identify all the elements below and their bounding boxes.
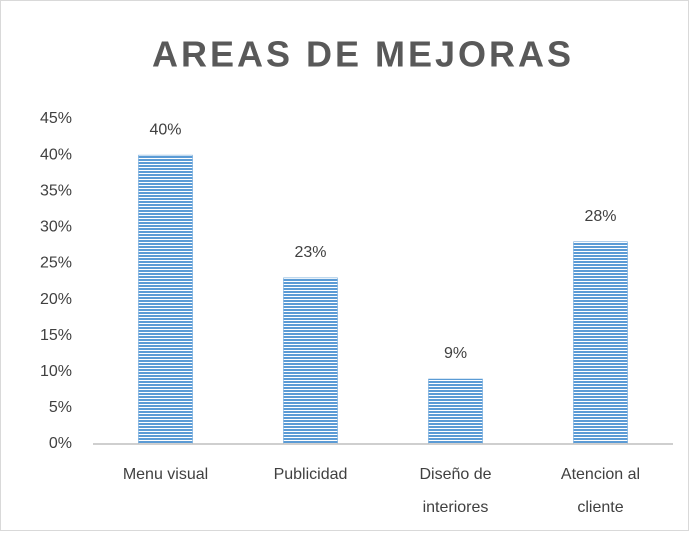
bar [428,378,483,445]
bar [138,154,193,445]
x-tick-label: Diseño de interiores [419,466,491,516]
y-tick-label: 35% [40,182,72,199]
y-tick-label: 15% [40,327,72,344]
x-tick-label: Menu visual [123,466,208,483]
data-label: 23% [294,244,326,261]
y-tick-label: 20% [40,291,72,308]
x-tick-label: Atencion al cliente [561,466,640,516]
bar [573,241,628,445]
y-tick-label: 25% [40,255,72,272]
data-label: 40% [149,121,181,138]
y-tick-label: 0% [49,435,72,452]
data-label: 9% [444,345,467,362]
y-tick-label: 5% [49,399,72,416]
bar [283,277,338,445]
y-tick-label: 10% [40,363,72,380]
x-tick-label: Publicidad [274,466,348,483]
y-tick-label: 45% [40,110,72,127]
data-label: 28% [584,208,616,225]
y-tick-label: 30% [40,219,72,236]
chart-title: AREAS DE MEJORAS [152,34,574,75]
y-tick-label: 40% [40,146,72,163]
